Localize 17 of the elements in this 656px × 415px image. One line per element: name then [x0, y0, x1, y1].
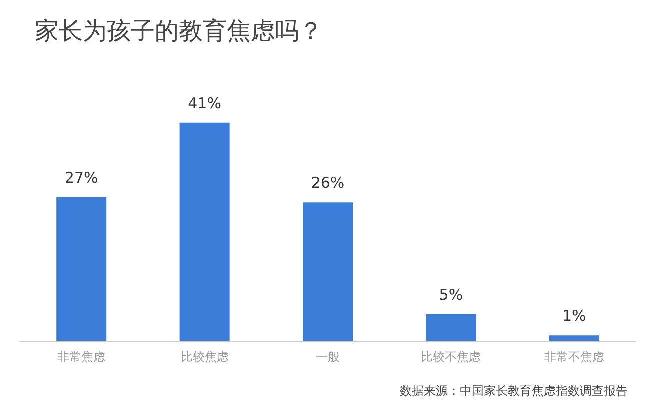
- bar: [426, 314, 476, 341]
- data-label: 5%: [439, 286, 464, 304]
- x-tick-label: 比较焦虑: [180, 350, 229, 364]
- bar: [303, 202, 353, 341]
- data-label: 41%: [188, 94, 222, 112]
- x-tick-label: 比较不焦虑: [421, 350, 482, 364]
- bar: [56, 197, 107, 341]
- x-tick-label: 一般: [316, 350, 340, 364]
- data-label: 27%: [64, 168, 98, 187]
- bar: [549, 336, 600, 341]
- data-label: 26%: [311, 174, 345, 192]
- x-tick-label: 非常不焦虑: [544, 350, 604, 364]
- x-tick-label: 非常焦虑: [58, 350, 106, 364]
- bar: [180, 122, 230, 341]
- data-label: 1%: [562, 307, 586, 326]
- chart-title: 家长为孩子的教育焦虑吗？: [35, 17, 323, 45]
- source-note: 数据来源：中国家长教育焦虑指数调查报告: [400, 384, 628, 398]
